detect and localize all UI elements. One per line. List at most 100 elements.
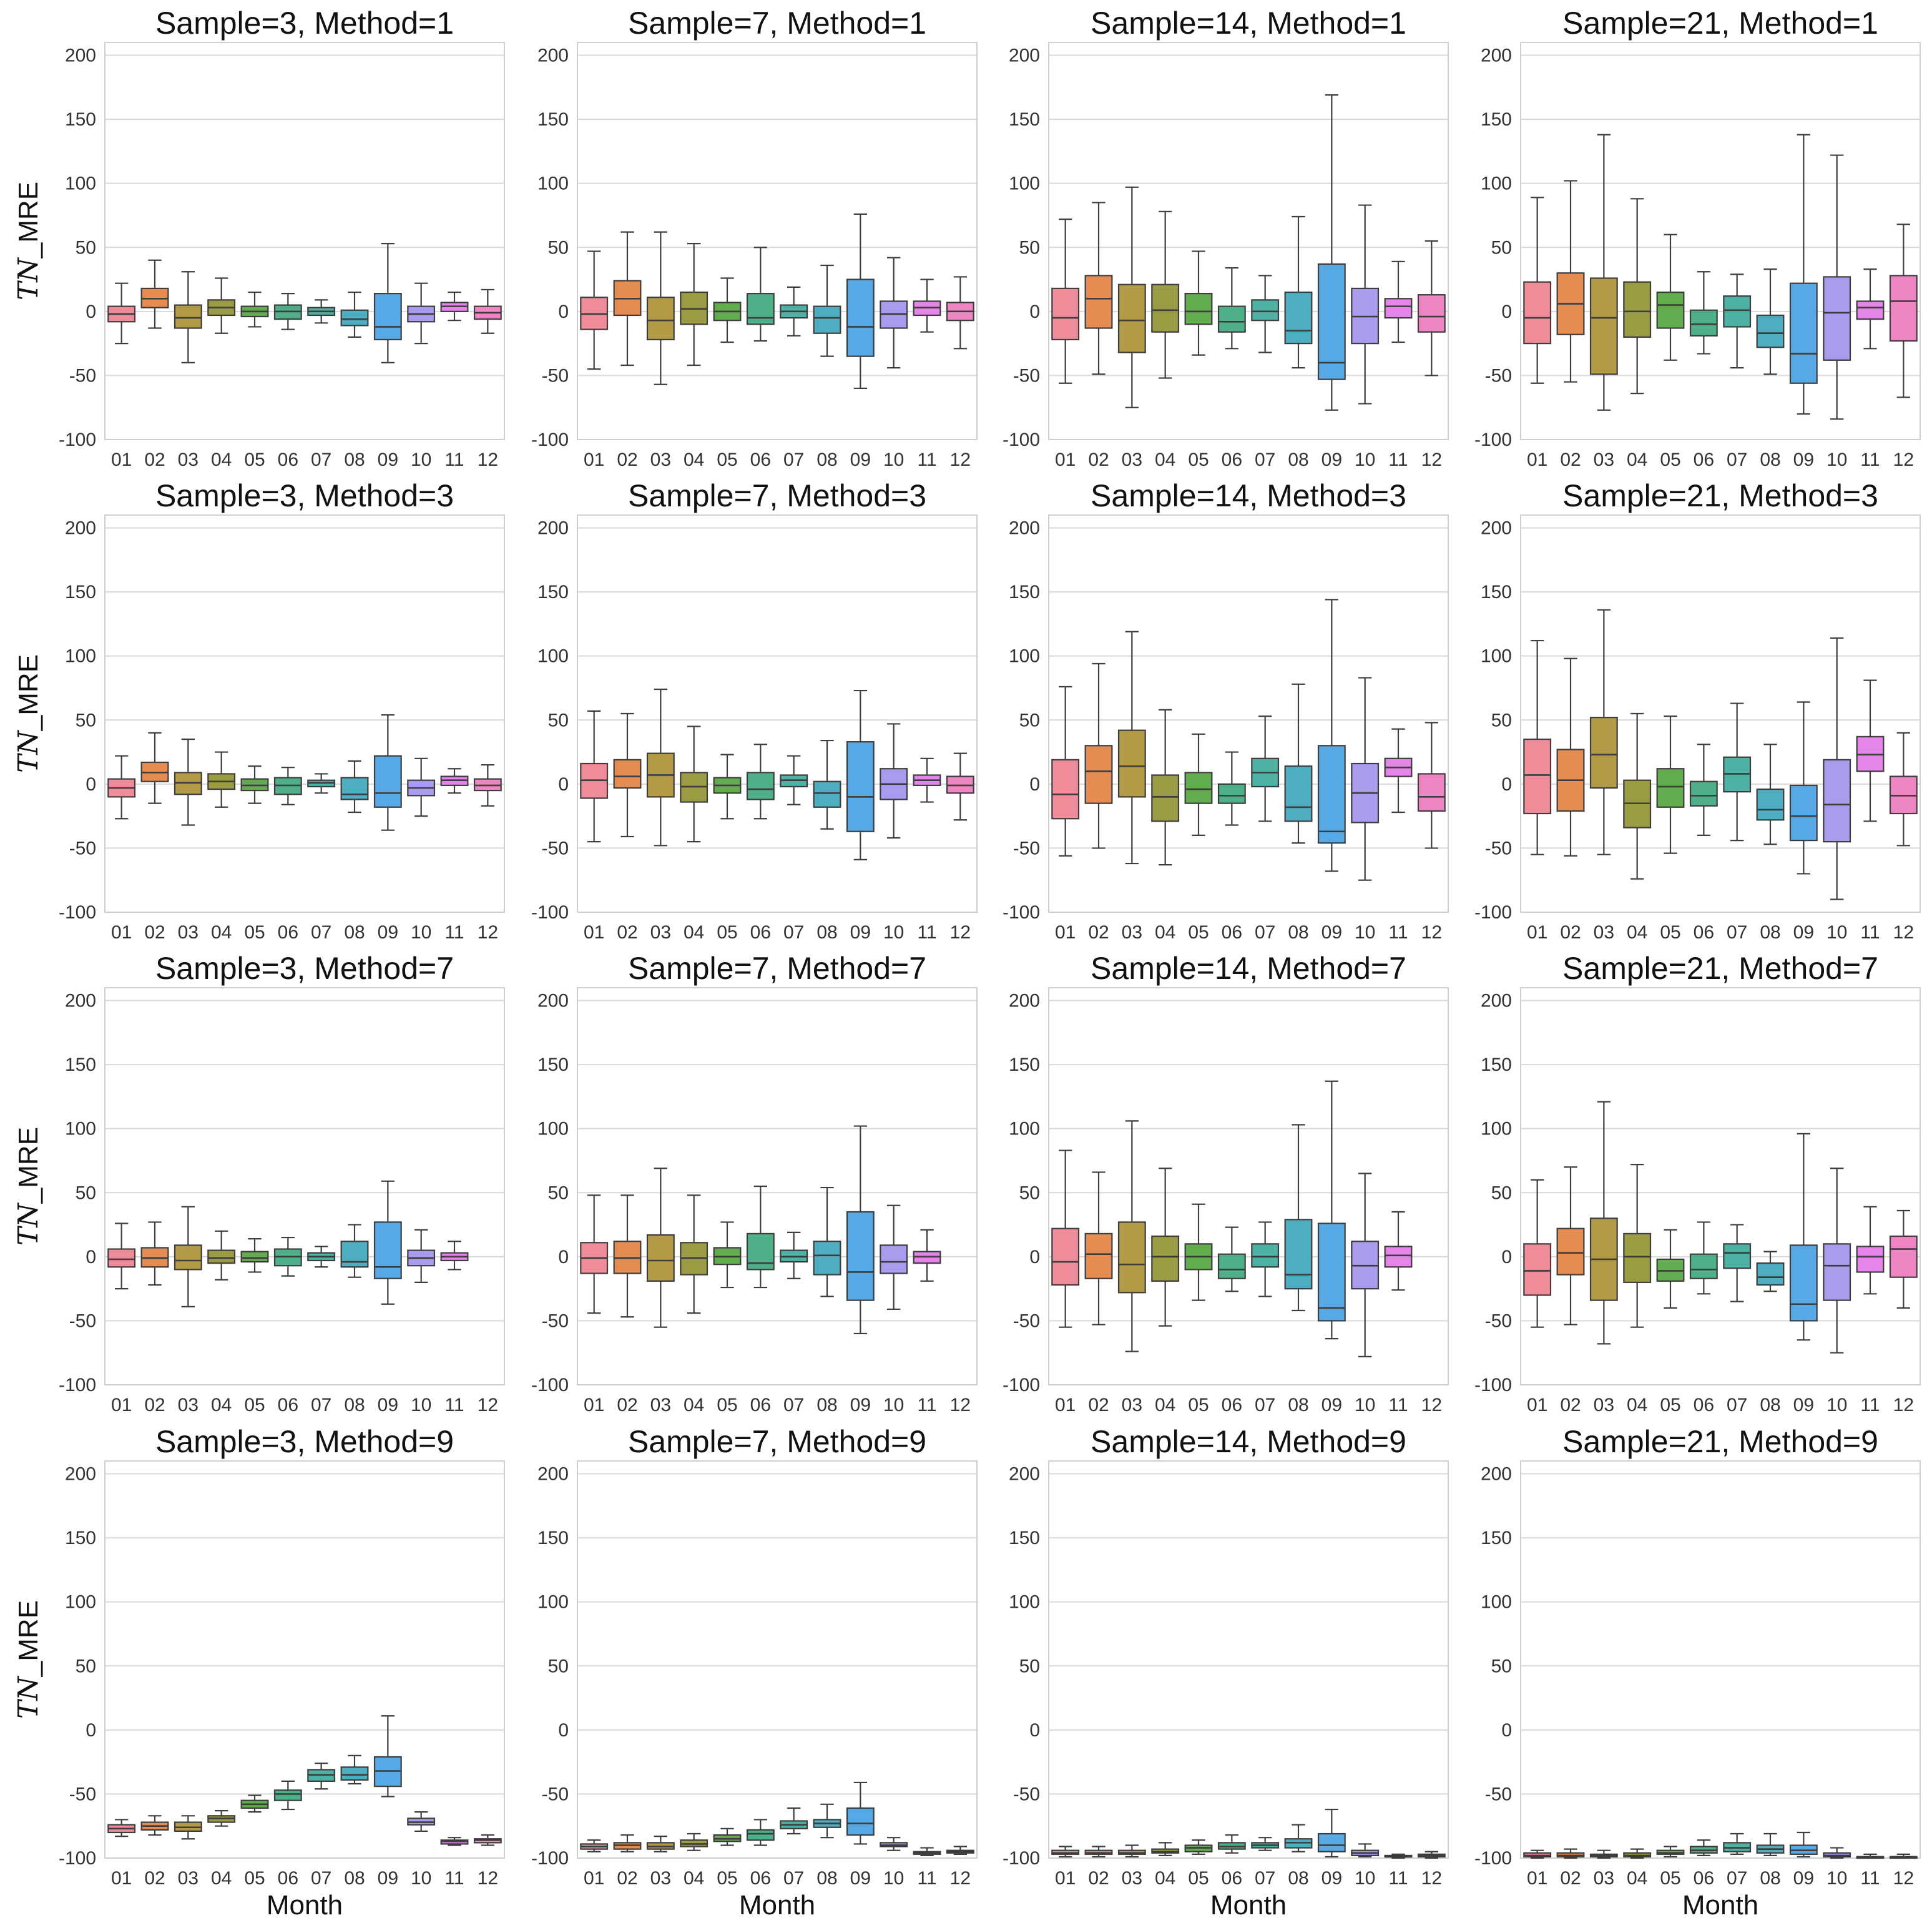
x-tick-label: 01: [1055, 922, 1076, 943]
box-month-12: [1889, 224, 1918, 398]
y-axis-label-italic: TN: [12, 257, 44, 300]
x-tick-label: 11: [444, 1395, 464, 1415]
box-iqr: [646, 297, 675, 341]
plot-frame: [1048, 514, 1449, 913]
panel-title: Sample=21, Method=3: [1562, 478, 1878, 513]
y-tick-label: 100: [537, 1119, 569, 1139]
box-month-10: [880, 257, 908, 369]
y-tick-label: 50: [1019, 1183, 1040, 1203]
box-month-09: [373, 714, 402, 831]
x-tick-label: 04: [1155, 1395, 1175, 1415]
box-iqr: [1623, 281, 1652, 338]
x-tick-label: 07: [1727, 1395, 1747, 1415]
x-tick-label: 12: [478, 922, 498, 943]
x-tick-label: 08: [816, 1868, 837, 1889]
box-month-05: [240, 291, 269, 328]
y-tick-label: -50: [69, 365, 96, 386]
box-month-10: [1351, 204, 1380, 405]
box-iqr: [1723, 1243, 1752, 1269]
box-month-09: [846, 1781, 875, 1845]
x-tick-label: 10: [411, 1395, 431, 1415]
box-iqr: [1823, 1243, 1851, 1301]
x-tick-label: 05: [244, 1395, 265, 1415]
box-month-06: [1217, 267, 1246, 350]
box-month-09: [1317, 1808, 1346, 1858]
x-tick-label: 03: [1594, 922, 1614, 943]
box-month-08: [813, 264, 841, 357]
plot-frame: [1048, 42, 1449, 440]
box-iqr: [1789, 282, 1818, 384]
box-iqr: [1184, 772, 1213, 804]
y-tick-label: 200: [537, 518, 569, 539]
x-tick-label: 06: [1222, 922, 1242, 943]
x-tick-label: 11: [1388, 1395, 1408, 1415]
box-month-01: [1051, 686, 1080, 857]
box-iqr: [746, 1232, 775, 1271]
y-tick-label: -100: [59, 1375, 96, 1395]
box-month-12: [473, 288, 502, 334]
x-tick-label: 05: [244, 450, 265, 470]
x-tick-label: 03: [178, 1395, 199, 1415]
box-iqr: [746, 293, 775, 325]
y-tick-label: 100: [537, 646, 569, 667]
box-month-11: [1384, 260, 1413, 343]
x-tick-label: 02: [617, 450, 637, 470]
x-tick-label: 05: [1660, 1868, 1680, 1889]
box-month-01: [1051, 1846, 1080, 1858]
x-tick-label: 06: [1222, 1395, 1242, 1415]
x-tick-label: 06: [1694, 922, 1714, 943]
box-iqr: [1051, 1227, 1080, 1286]
x-tick-label: 03: [178, 450, 199, 470]
box-iqr: [1084, 745, 1113, 804]
x-tick-label: 11: [917, 450, 936, 470]
x-tick-label: 01: [1055, 450, 1076, 470]
y-tick-label: 50: [1491, 1656, 1512, 1676]
x-tick-label: 06: [750, 1395, 771, 1415]
x-tick-label: 05: [244, 922, 265, 943]
x-tick-label: 09: [850, 1868, 871, 1889]
box-month-09: [1317, 1080, 1346, 1340]
box-month-08: [1756, 1251, 1785, 1292]
x-tick-label: 04: [211, 450, 232, 470]
box-iqr: [373, 293, 402, 341]
x-tick-label: 01: [584, 450, 604, 470]
box-iqr: [1656, 768, 1685, 808]
box-month-10: [407, 757, 436, 817]
y-tick-label: -50: [542, 1311, 569, 1331]
box-month-10: [1823, 1847, 1851, 1859]
box-month-10: [1351, 1843, 1380, 1858]
x-tick-label: 09: [378, 1868, 398, 1889]
y-tick-label: 0: [86, 1247, 96, 1267]
box-month-10: [1823, 1168, 1851, 1354]
box-month-04: [207, 751, 236, 808]
y-tick-label: 0: [86, 302, 96, 322]
x-tick-label: 04: [1155, 922, 1175, 943]
box-month-02: [140, 259, 169, 329]
box-month-02: [1084, 1171, 1113, 1325]
x-tick-label: 10: [1355, 450, 1375, 470]
box-month-06: [273, 1236, 302, 1277]
box-month-01: [580, 710, 609, 843]
box-month-01: [580, 1839, 609, 1852]
y-tick-label: 50: [548, 710, 569, 730]
plot-frame: [1520, 987, 1921, 1385]
y-tick-label: -50: [1013, 1311, 1040, 1331]
x-tick-label: 06: [278, 1868, 298, 1889]
box-month-09: [373, 1715, 402, 1798]
box-month-11: [913, 1229, 941, 1282]
box-iqr: [846, 278, 875, 357]
y-tick-label: 100: [1009, 1592, 1040, 1613]
x-tick-label: 05: [1188, 922, 1209, 943]
box-month-05: [1656, 1229, 1685, 1309]
box-month-03: [1589, 609, 1618, 855]
box-month-01: [107, 1222, 136, 1290]
x-tick-label: 09: [1322, 1395, 1342, 1415]
x-tick-label: 12: [950, 1868, 971, 1889]
box-month-05: [240, 1794, 269, 1813]
x-tick-label: 10: [883, 1395, 904, 1415]
y-tick-label: 0: [1029, 1247, 1040, 1267]
x-tick-label: 06: [750, 1868, 771, 1889]
panel-title: Sample=14, Method=3: [1091, 478, 1406, 513]
y-tick-label: 50: [76, 1183, 96, 1203]
